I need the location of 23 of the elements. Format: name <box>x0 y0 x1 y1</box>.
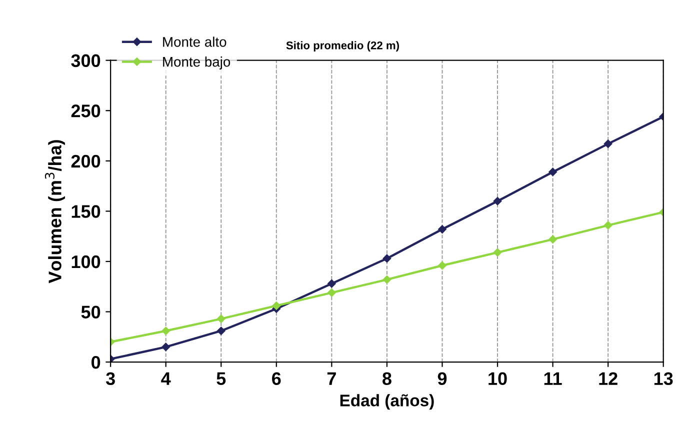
x-tick-label: 13 <box>654 372 673 386</box>
x-tick-label: 12 <box>599 372 618 385</box>
legend-label: Monte bajo <box>163 56 230 70</box>
x-tick-label: 8 <box>382 372 392 386</box>
y-tick-label: 150 <box>72 205 100 218</box>
chart-title: Sitio promedio (22 m) <box>286 41 399 52</box>
x-tick-label: 10 <box>488 372 507 386</box>
x-tick-label: 4 <box>161 372 171 385</box>
y-axis-title: Volumen (m$^{3}$/ha) <box>44 140 65 284</box>
y-tick-label: 300 <box>71 54 100 68</box>
x-axis-title: Edad (años) <box>340 394 434 410</box>
y-tick-label: 100 <box>72 255 100 268</box>
x-tick-label: 5 <box>216 372 226 386</box>
x-tick-label: 11 <box>544 372 562 385</box>
y-tick-label: 200 <box>71 154 100 168</box>
y-tick-label: 250 <box>71 104 100 118</box>
y-tick-label: 50 <box>81 306 100 318</box>
x-tick-label: 3 <box>106 372 115 386</box>
y-tick-label: 0 <box>92 356 100 369</box>
x-tick-label: 7 <box>327 372 336 385</box>
legend-label: Monte alto <box>163 36 226 47</box>
x-tick-label: 6 <box>272 372 281 386</box>
x-tick-label: 9 <box>438 372 447 386</box>
